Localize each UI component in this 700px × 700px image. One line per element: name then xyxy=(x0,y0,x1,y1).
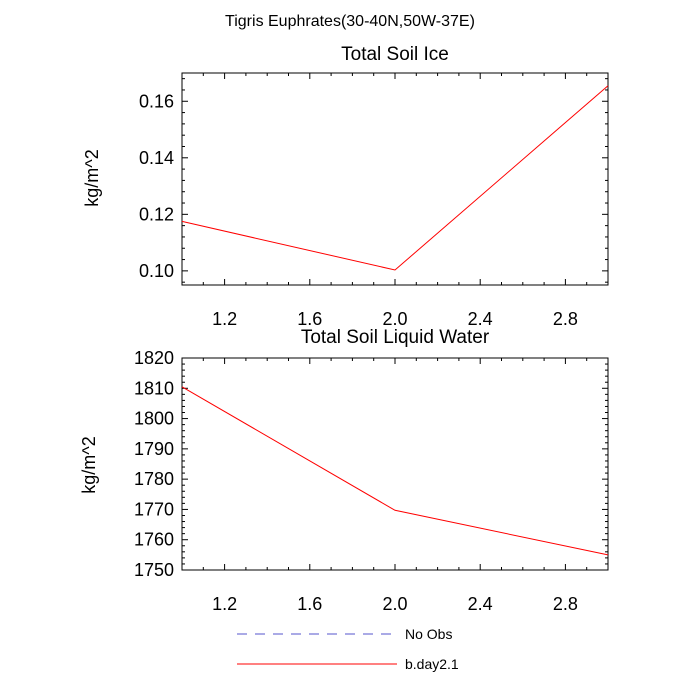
y-axis-label-total-soil-ice: kg/m^2 xyxy=(82,149,102,206)
panel-total-soil-liquid-water: Total Soil Liquid Water kg/m^2 1.2 1.6 2.0… xyxy=(79,327,609,614)
panel-total-soil-ice: Total Soil Ice kg/m^2 1.2 1.6 2.0 2.4 2.8 0.1… xyxy=(82,44,609,329)
y-ticks: 1750 1760 1770 1780 1790 1800 1810 1820 xyxy=(134,348,608,580)
y-tick-label: 1810 xyxy=(134,378,174,398)
x-tick-label: 2.0 xyxy=(382,594,407,614)
x-tick-label: 1.2 xyxy=(212,309,237,329)
y-tick-label: 0.12 xyxy=(139,204,174,224)
legend-label-b-day2-1: b.day2.1 xyxy=(405,656,459,672)
x-tick-label: 2.4 xyxy=(468,594,493,614)
y-tick-label: 0.10 xyxy=(139,261,174,281)
x-tick-label: 2.8 xyxy=(553,309,578,329)
x-tick-label: 1.6 xyxy=(297,309,322,329)
y-tick-label: 1820 xyxy=(134,348,174,368)
y-tick-label: 1790 xyxy=(134,439,174,459)
x-tick-label: 2.0 xyxy=(382,309,407,329)
figure-main-title: Tigris Euphrates(30-40N,50W-37E) xyxy=(225,13,475,30)
y-tick-label: 1770 xyxy=(134,499,174,519)
x-tick-label: 1.6 xyxy=(297,594,322,614)
series-line-b-day2-1 xyxy=(181,386,609,556)
y-tick-label: 1780 xyxy=(134,469,174,489)
x-tick-label: 2.8 xyxy=(553,594,578,614)
x-tick-label: 1.2 xyxy=(212,594,237,614)
y-tick-label: 0.14 xyxy=(139,148,174,168)
y-ticks: 0.10 0.12 0.14 0.16 xyxy=(139,78,608,283)
y-axis-label-total-soil-liquid-water: kg/m^2 xyxy=(79,436,99,493)
x-ticks: 1.2 1.6 2.0 2.4 2.8 xyxy=(181,73,609,329)
series-line-b-day2-1 xyxy=(181,85,609,271)
y-tick-label: 1800 xyxy=(134,409,174,429)
y-tick-label: 1750 xyxy=(134,560,174,580)
legend: No Obs b.day2.1 xyxy=(237,626,459,672)
panel-title-total-soil-ice: Total Soil Ice xyxy=(341,44,449,65)
x-tick-label: 2.4 xyxy=(468,309,493,329)
plot-frame xyxy=(181,72,609,286)
legend-label-no-obs: No Obs xyxy=(405,626,452,642)
plot-frame xyxy=(181,357,609,571)
y-tick-label: 0.16 xyxy=(139,91,174,111)
x-ticks: 1.2 1.6 2.0 2.4 2.8 xyxy=(181,358,609,614)
y-tick-label: 1760 xyxy=(134,530,174,550)
panel-title-total-soil-liquid-water: Total Soil Liquid Water xyxy=(301,327,490,348)
